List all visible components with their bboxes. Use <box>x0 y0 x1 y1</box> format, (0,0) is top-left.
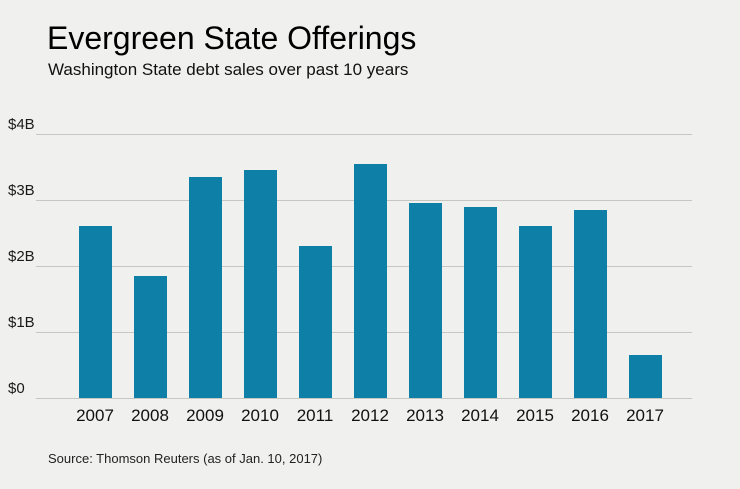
x-axis-tick-label: 2013 <box>406 406 444 425</box>
x-axis-tick-label: 2008 <box>131 406 169 425</box>
bar-2007 <box>79 226 112 398</box>
x-axis-tick-label: 2016 <box>571 406 609 425</box>
bar-2015 <box>519 226 552 398</box>
x-axis-tick-label: 2017 <box>626 406 664 425</box>
x-axis-tick-label: 2007 <box>76 406 114 425</box>
bar-2012 <box>354 164 387 398</box>
x-axis-tick-label: 2010 <box>241 406 279 425</box>
y-axis-tick-label: $3B <box>8 182 35 199</box>
bar-2017 <box>629 355 662 398</box>
x-axis-tick-label: 2009 <box>186 406 224 425</box>
bar-2016 <box>574 210 607 398</box>
y-axis-tick-label: $1B <box>8 314 35 331</box>
source-note: Source: Thomson Reuters (as of Jan. 10, … <box>48 451 323 466</box>
x-axis-tick-label: 2012 <box>351 406 389 425</box>
y-axis-tick-label: $2B <box>8 248 35 265</box>
bar-2011 <box>299 246 332 398</box>
gridline <box>36 398 692 399</box>
gridline <box>36 134 692 135</box>
bar-2013 <box>409 203 442 398</box>
bar-2010 <box>244 170 277 398</box>
y-axis-tick-label: $4B <box>8 116 35 133</box>
x-axis-tick-label: 2011 <box>296 406 334 425</box>
y-axis-tick-label: $0 <box>8 380 25 397</box>
chart-title: Evergreen State Offerings <box>47 20 417 56</box>
x-axis-tick-label: 2015 <box>516 406 554 425</box>
x-axis-tick-label: 2014 <box>461 406 499 425</box>
bar-2008 <box>134 276 167 398</box>
bar-2009 <box>189 177 222 398</box>
bar-2014 <box>464 207 497 398</box>
chart-subtitle: Washington State debt sales over past 10… <box>48 60 409 79</box>
